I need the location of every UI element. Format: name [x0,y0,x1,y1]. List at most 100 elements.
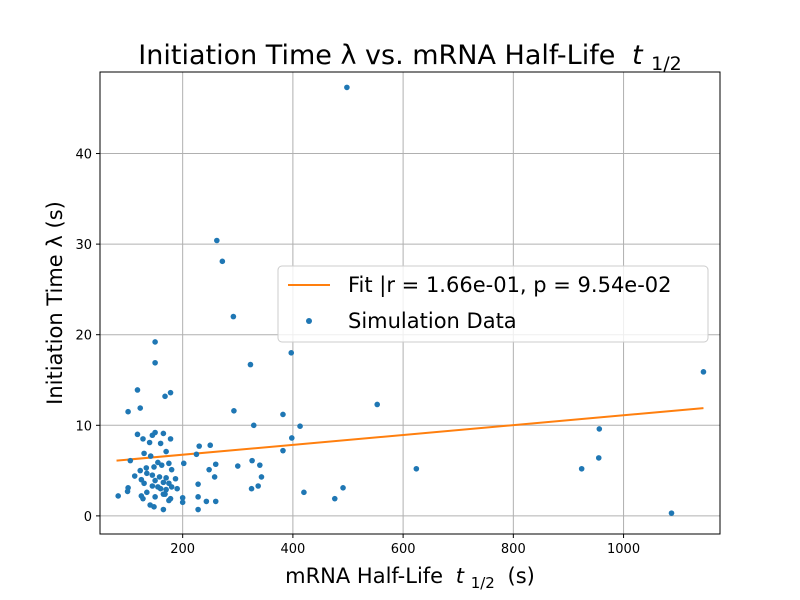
y-tick-label: 10 [75,419,92,434]
data-point [195,481,201,487]
data-point [158,462,165,468]
data-point [280,447,286,454]
data-point [125,408,131,415]
data-point [179,494,186,501]
data-point [219,258,226,265]
data-point [141,480,147,487]
data-point [134,431,141,438]
legend-marker-swatch [306,318,312,324]
data-point [152,494,158,500]
data-point [180,460,187,467]
data-point [247,361,254,368]
data-point [140,436,146,442]
data-point [280,411,286,418]
data-point [149,432,156,439]
x-tick-label: 1000 [607,542,640,557]
data-point [257,462,263,468]
data-point [578,465,585,472]
plot-frame [99,71,721,535]
y-axis-title: Initiation Time λ (s) [43,201,67,405]
data-point [160,479,167,486]
x-axis-title-text: mRNA Half-Life [285,564,443,588]
x-tick-label: 800 [501,542,526,557]
data-point [258,474,265,480]
data-point [147,453,154,459]
legend: Fit |r = 1.66e-01, p = 9.54e-02 Simulati… [277,265,709,343]
data-point [162,393,168,400]
data-point [212,498,219,505]
x-tick-label: 600 [391,542,416,557]
data-point [230,313,237,320]
data-point [211,474,218,480]
data-point [206,466,212,473]
data-point [140,495,146,502]
data-point [151,504,157,510]
data-point [596,426,603,432]
data-point [152,359,158,366]
data-point [167,389,174,396]
data-point [152,477,158,484]
data-point [168,484,175,490]
data-point [234,463,241,469]
data-point [124,488,131,495]
data-point [297,423,303,430]
y-tick-label: 20 [75,329,92,344]
data-point [196,443,202,449]
chart-title-text: Initiation Time λ vs. mRNA Half-Life [138,40,615,71]
data-point [131,473,138,479]
data-point [166,460,172,467]
x-tick-label: 200 [170,542,195,557]
data-point [340,485,346,491]
data-point [167,436,174,442]
x-axis-title: mRNA Half-Life t 1/2 (s) [285,564,535,593]
data-point [146,439,153,446]
data-point [157,440,164,447]
data-point [168,466,175,473]
data-point [144,470,150,477]
y-tick-label: 0 [84,510,92,525]
data-point [149,472,156,478]
y-tick-label: 30 [75,238,92,253]
data-point [255,483,261,489]
x-axis-title-subscript: 1/2 [471,574,495,592]
data-point [143,465,150,471]
data-point [301,489,307,496]
data-point [137,467,144,474]
chart-title: Initiation Time λ vs. mRNA Half-Life t 1… [138,40,681,75]
data-point [207,442,214,449]
data-point [195,506,201,513]
data-point [166,497,172,504]
data-point [288,435,295,441]
data-point [163,475,169,481]
axis-ticks: 200 400 600 800 1000 0 10 20 30 40 [75,148,640,557]
x-axis-title-math: t [456,564,465,588]
data-point [288,350,295,356]
plot-area [115,84,707,516]
data-point [193,451,200,458]
data-point [163,448,169,455]
data-point [203,498,210,505]
data-point [248,485,255,492]
data-point [141,450,147,457]
data-point [115,493,121,499]
data-point [700,369,707,375]
data-point [249,457,255,464]
data-point [149,483,156,489]
data-point [195,494,201,500]
data-point [152,339,158,345]
data-point [214,237,220,244]
data-point [344,84,350,91]
data-point [160,430,167,437]
data-point [157,485,164,492]
legend-box [277,265,709,343]
chart-title-math: t [632,40,644,71]
data-point [160,491,167,497]
data-point [668,510,675,516]
data-point [160,506,167,513]
data-point [331,495,338,502]
data-point [137,405,144,411]
x-tick-label: 400 [280,542,305,557]
chart-title-subscript: 1/2 [651,53,682,75]
data-point [151,464,157,470]
